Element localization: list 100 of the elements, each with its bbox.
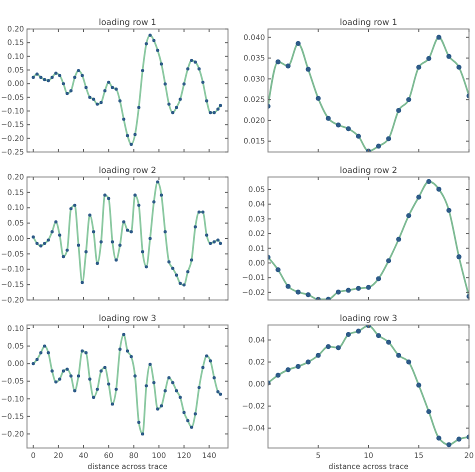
chart-title: loading row 1 (340, 18, 398, 28)
point (446, 54, 452, 59)
point (190, 426, 194, 429)
point (140, 432, 144, 436)
point (96, 388, 99, 391)
point (156, 407, 160, 411)
point (286, 63, 291, 68)
point (346, 288, 351, 293)
point (346, 126, 351, 132)
point (456, 254, 462, 260)
point (446, 442, 452, 448)
point (122, 118, 126, 121)
point (73, 389, 76, 392)
chart-title: loading row 3 (340, 314, 398, 324)
point (133, 374, 137, 378)
point (167, 102, 171, 106)
point (198, 386, 201, 390)
point (276, 267, 281, 272)
point (336, 290, 341, 295)
point (58, 234, 62, 237)
point (50, 369, 54, 373)
point (80, 349, 84, 353)
point (396, 108, 402, 113)
point (84, 86, 88, 90)
point (35, 358, 39, 362)
point (46, 79, 50, 82)
point (186, 418, 190, 422)
point (296, 41, 301, 46)
point (386, 136, 392, 142)
point (416, 64, 422, 70)
point (148, 34, 152, 37)
point (133, 132, 137, 136)
point (406, 97, 412, 102)
point (326, 344, 331, 350)
point (42, 344, 46, 348)
line-series (268, 180, 469, 300)
point (336, 122, 341, 128)
line-series (268, 36, 469, 152)
point (426, 179, 432, 184)
point (306, 66, 311, 72)
point (122, 220, 126, 224)
point (66, 92, 69, 96)
point (140, 68, 144, 72)
point (436, 34, 442, 40)
point (46, 238, 50, 242)
point (69, 374, 73, 378)
point (456, 436, 462, 442)
point (205, 99, 208, 102)
point (137, 106, 140, 110)
point (316, 96, 321, 101)
chart-title: loading row 1 (98, 18, 156, 28)
point (148, 236, 152, 240)
point (39, 76, 42, 79)
point (107, 80, 110, 84)
point (35, 72, 39, 76)
point (137, 204, 140, 207)
point (201, 80, 204, 84)
point (76, 244, 80, 247)
point (406, 360, 412, 365)
point (326, 116, 331, 121)
point (186, 67, 190, 71)
point (186, 270, 190, 274)
point (118, 348, 122, 351)
point (69, 89, 73, 92)
point (167, 376, 171, 380)
point (100, 240, 103, 244)
point (160, 62, 164, 66)
point (356, 328, 361, 334)
point (182, 283, 186, 287)
point (208, 242, 212, 246)
point (174, 389, 178, 392)
point (171, 381, 174, 384)
point (130, 355, 133, 358)
point (198, 67, 201, 71)
point (386, 258, 392, 264)
point (62, 369, 66, 373)
point (58, 378, 62, 381)
point (152, 38, 156, 42)
point (118, 99, 122, 102)
point (144, 384, 148, 388)
point (54, 72, 58, 75)
point (144, 265, 148, 268)
point (160, 404, 164, 408)
point (306, 292, 311, 298)
point (198, 210, 201, 214)
chart-title: loading row 2 (98, 166, 156, 176)
point (296, 364, 301, 369)
point (216, 107, 220, 111)
point (69, 207, 73, 210)
point (174, 106, 178, 110)
point (92, 396, 96, 399)
point (62, 82, 66, 86)
point (167, 260, 171, 264)
point (114, 258, 118, 262)
point (35, 242, 39, 246)
point (140, 250, 144, 254)
point (80, 74, 84, 78)
point (178, 98, 182, 101)
point (110, 402, 114, 406)
point (366, 284, 371, 290)
